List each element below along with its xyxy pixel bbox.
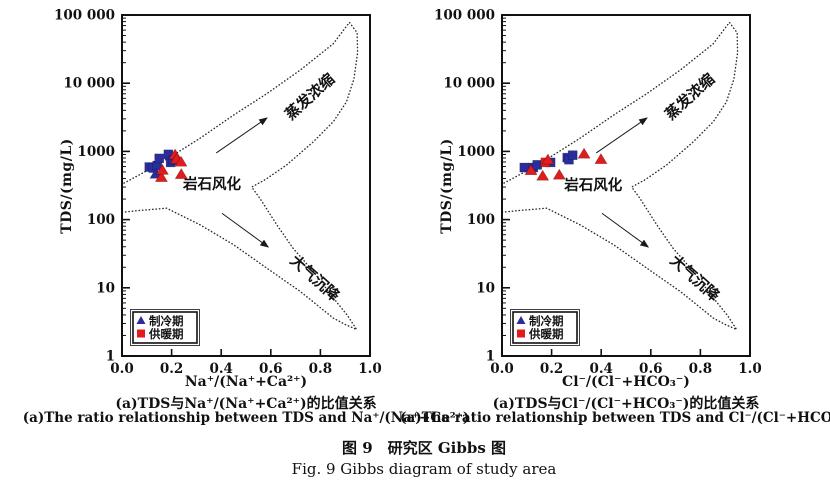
region-label: 大气沉降: [287, 251, 344, 305]
y-tick-label: 100: [467, 212, 495, 228]
legend-label: 制冷期: [529, 314, 564, 328]
x-tick-label: 1.0: [358, 361, 382, 377]
x-tick-label: 0.4: [209, 361, 233, 377]
evaporation-arrow: [595, 117, 648, 154]
data-point-triangle: [524, 164, 538, 176]
chart-b-cl-hco3: 蒸发浓缩岩石风化大气沉降 0.0 0.2 0.4 0.6 0.8 1.0 1 10 100 1000…: [380, 0, 830, 432]
x-tick-label: 0.4: [589, 361, 613, 377]
x-tick-label: 0.8: [689, 361, 713, 377]
region-label: 蒸发浓缩: [282, 70, 339, 124]
figure-caption-zh: 图 9 研究区 Gibbs 图: [341, 439, 507, 457]
x-tick-label: 0.2: [540, 361, 564, 377]
y-tick-label: 1: [486, 349, 495, 365]
y-tick-label: 10 000: [443, 76, 495, 92]
x-tick-label: 0.8: [309, 361, 333, 377]
data-point-triangle: [155, 163, 169, 175]
precipitation-arrow: [221, 212, 270, 248]
data-point-triangle: [154, 171, 168, 182]
legend-box: [132, 311, 198, 344]
legend-marker-square: [517, 329, 525, 338]
legend-marker-triangle: [516, 316, 526, 324]
precipitation-arrow: [601, 212, 650, 248]
evaporation-arrow: [215, 117, 268, 154]
data-point-triangle: [552, 168, 566, 180]
data-point-triangle: [577, 147, 591, 159]
legend-label: 供暖期: [528, 327, 564, 341]
subcaption-a-en: (a)The ratio relationship between TDS an…: [22, 410, 470, 426]
region-label: 岩石风化: [563, 176, 622, 194]
region-label: 大气沉降: [667, 251, 724, 305]
y-tick-label: 1: [106, 349, 115, 365]
region-label: 蒸发浓缩: [662, 70, 719, 124]
y-tick-label: 10: [96, 280, 115, 296]
legend-marker-square: [137, 329, 145, 338]
x-tick-label: 0.2: [160, 361, 184, 377]
plot-frame: [501, 14, 751, 357]
data-point-triangle: [541, 153, 555, 165]
x-axis-title-a: Na⁺/(Na⁺+Ca²⁺): [184, 374, 308, 390]
y-tick-label: 100: [87, 212, 115, 228]
data-point-triangle: [174, 155, 188, 167]
subcaption-a-zh: (a)TDS与Na⁺/(Na⁺+Ca²⁺)的比值关系: [115, 396, 377, 412]
subcaption-b-zh: (a)TDS与Cl⁻/(Cl⁻+HCO₃⁻)的比值关系: [492, 396, 760, 412]
y-axis-title-a: TDS/(mg/L): [59, 138, 75, 234]
y-tick-label: 10 000: [63, 76, 115, 92]
y-tick-label: 100 000: [434, 8, 495, 24]
data-point-triangle: [536, 169, 550, 181]
x-tick-label: 1.0: [738, 361, 762, 377]
x-tick-label: 0.6: [259, 361, 283, 377]
data-point-square: [532, 160, 543, 170]
x-axis-title-b: Cl⁻/(Cl⁻+HCO₃⁻): [562, 374, 690, 390]
legend-box: [512, 311, 578, 344]
y-tick-label: 1000: [77, 144, 115, 160]
data-point-triangle: [174, 167, 188, 179]
gibbs-boundary: [502, 21, 739, 332]
subcaption-b-en: (a)The ratio relationship between TDS an…: [400, 410, 830, 426]
y-tick-label: 1000: [457, 144, 495, 160]
y-tick-label: 10: [476, 280, 495, 296]
x-tick-label: 0.0: [110, 361, 134, 377]
data-point-square: [567, 150, 578, 160]
chart-a-na-ca: 蒸发浓缩岩石风化大气沉降 0.0 0.2 0.4 0.6 0.8 1.0 1 10 100 1000…: [0, 0, 470, 432]
legend-label: 供暖期: [148, 327, 184, 341]
x-tick-label: 0.0: [490, 361, 514, 377]
figure-caption-en: Fig. 9 Gibbs diagram of study area: [291, 460, 557, 478]
region-label: 岩石风化: [182, 175, 241, 193]
legend-marker-triangle: [136, 316, 146, 324]
data-point-square: [154, 153, 164, 164]
x-tick-label: 0.6: [639, 361, 663, 377]
y-axis-title-b: TDS/(mg/L): [439, 138, 455, 234]
data-point-triangle: [594, 153, 608, 164]
y-tick-label: 100 000: [54, 8, 115, 24]
gibbs-boundary: [122, 21, 359, 332]
plot-frame: [121, 14, 371, 357]
legend-label: 制冷期: [149, 314, 184, 328]
